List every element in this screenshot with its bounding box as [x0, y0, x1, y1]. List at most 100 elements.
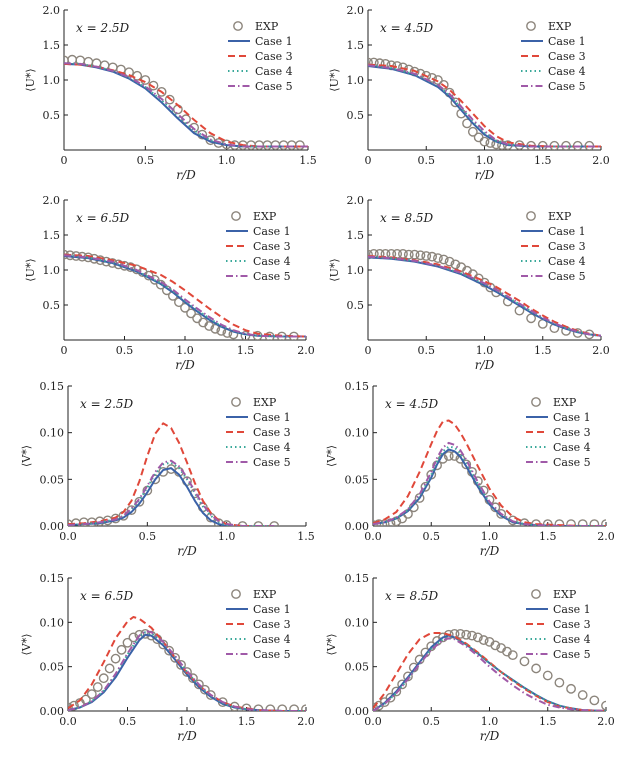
y-tick-label: 1.5: [347, 39, 365, 52]
legend-marker: [231, 397, 241, 407]
panel-annotation: x = 2.5D: [76, 21, 130, 35]
exp-data-point: [427, 251, 437, 262]
series-line-case-4: [64, 62, 308, 148]
exp-data-point: [589, 695, 600, 706]
exp-data-point: [149, 274, 160, 285]
exp-data-point: [461, 629, 472, 640]
legend-entry: Case 5: [226, 270, 291, 283]
exp-data-point: [262, 140, 273, 150]
exp-data-point: [526, 313, 536, 324]
exp-data-point: [134, 496, 145, 507]
exp-data-point: [294, 140, 305, 150]
exp-data-point: [124, 67, 134, 78]
y-axis-label: ⟨V*⟩: [325, 445, 338, 467]
y-tick-label: 0.5: [43, 299, 61, 312]
exp-data-point: [286, 140, 297, 150]
panel-annotation: x = 6.5D: [76, 211, 130, 225]
exp-data-point: [289, 704, 299, 711]
legend-label: Case 4: [548, 255, 586, 268]
legend-entry: EXP: [231, 396, 277, 409]
plot-area: [68, 422, 280, 526]
legend-label: Case 3: [553, 426, 591, 439]
legend-entry: Case 3: [526, 426, 591, 439]
chart-panel-7: 0.0 0.5 1.0 1.5 2.0 0.00 0.05 0.10 0.15 r/D ⟨V*⟩ x …: [20, 572, 315, 743]
legend-label: EXP: [548, 210, 572, 223]
legend-label: Case 1: [548, 35, 586, 48]
legend-label: Case 3: [553, 618, 591, 631]
panel-annotation: x = 2.5D: [80, 397, 134, 411]
y-axis-label: ⟨U*⟩: [328, 68, 341, 91]
series-line-case-4: [68, 461, 275, 526]
plot-area: [373, 419, 606, 526]
x-axis-label: r/D: [176, 168, 196, 182]
exp-data-point: [277, 704, 288, 711]
panel-annotation: x = 8.5D: [385, 589, 439, 603]
series-line-case-3: [64, 253, 306, 338]
legend-label: Case 1: [255, 35, 293, 48]
exp-data-point: [577, 519, 588, 526]
legend-label: Case 1: [253, 225, 291, 238]
series-line-case-1: [368, 65, 601, 148]
y-tick-label: 0.15: [345, 572, 370, 585]
y-axis-label: ⟨U*⟩: [24, 68, 37, 91]
legend-label: Case 4: [253, 255, 291, 268]
x-tick-label: 2.0: [592, 344, 610, 357]
exp-data-point: [254, 140, 265, 150]
x-tick-label: 1.0: [481, 530, 499, 543]
x-tick-label: 2.0: [297, 344, 315, 357]
x-axis-label: r/D: [480, 544, 500, 558]
exp-data-point: [409, 249, 420, 260]
series-line-case-3: [373, 632, 606, 711]
legend-entry: EXP: [526, 20, 572, 33]
exp-data-point: [473, 132, 484, 143]
y-tick-label: 2.0: [43, 4, 61, 17]
exp-data-point: [189, 122, 200, 133]
exp-data-point: [403, 671, 413, 682]
legend-entry: EXP: [531, 588, 577, 601]
exp-data-point: [437, 632, 448, 643]
x-tick-label: 1.0: [218, 530, 236, 543]
x-tick-label: 0: [365, 344, 372, 357]
series-line-case-4: [368, 64, 601, 148]
exp-data-point: [427, 73, 437, 83]
x-axis-label: r/D: [177, 729, 197, 743]
legend-label: Case 5: [255, 80, 293, 93]
exp-data-point: [455, 628, 466, 639]
legend-entry: Case 3: [226, 426, 291, 439]
x-tick-label: 0: [365, 154, 372, 167]
exp-data-point: [462, 118, 472, 129]
panel-annotation: x = 6.5D: [80, 589, 134, 603]
legend-label: Case 5: [253, 456, 291, 469]
exp-data-point: [391, 686, 402, 697]
exp-data-point: [278, 140, 289, 150]
legend-label: Case 4: [255, 65, 293, 78]
plot-area: [368, 57, 601, 150]
legend-entry: EXP: [231, 588, 277, 601]
x-axis-label: r/D: [177, 544, 197, 558]
x-axis-label: r/D: [475, 168, 495, 182]
x-tick-label: 0: [61, 154, 68, 167]
exp-data-point: [403, 249, 414, 260]
legend-marker: [531, 589, 541, 599]
chart-panel-3: 0 0.5 1.0 1.5 2.0 0.5 1.0 1.5 2.0 r/D ⟨U*⟩ x = 6.5D…: [24, 194, 315, 372]
series-line-case-1: [373, 448, 606, 526]
exp-data-point: [385, 692, 396, 703]
exp-data-point: [270, 140, 281, 150]
y-tick-label: 0.05: [40, 661, 65, 674]
y-tick-label: 1.5: [43, 229, 61, 242]
exp-data-point: [98, 673, 109, 684]
y-tick-label: 0.00: [40, 705, 65, 718]
exp-data-point: [490, 640, 501, 651]
exp-data-point: [467, 126, 478, 137]
legend-entry: Case 3: [226, 618, 291, 631]
legend-entry: Case 4: [226, 255, 291, 268]
legend-entry: Case 3: [226, 240, 291, 253]
x-axis-label: r/D: [480, 729, 500, 743]
y-tick-label: 0.10: [345, 616, 370, 629]
exp-data-point: [531, 663, 541, 674]
series-line-case-5: [64, 62, 308, 148]
y-tick-label: 0.10: [40, 427, 65, 440]
exp-data-point: [170, 652, 181, 663]
exp-data-point: [92, 682, 103, 692]
x-tick-label: 2.0: [592, 154, 610, 167]
